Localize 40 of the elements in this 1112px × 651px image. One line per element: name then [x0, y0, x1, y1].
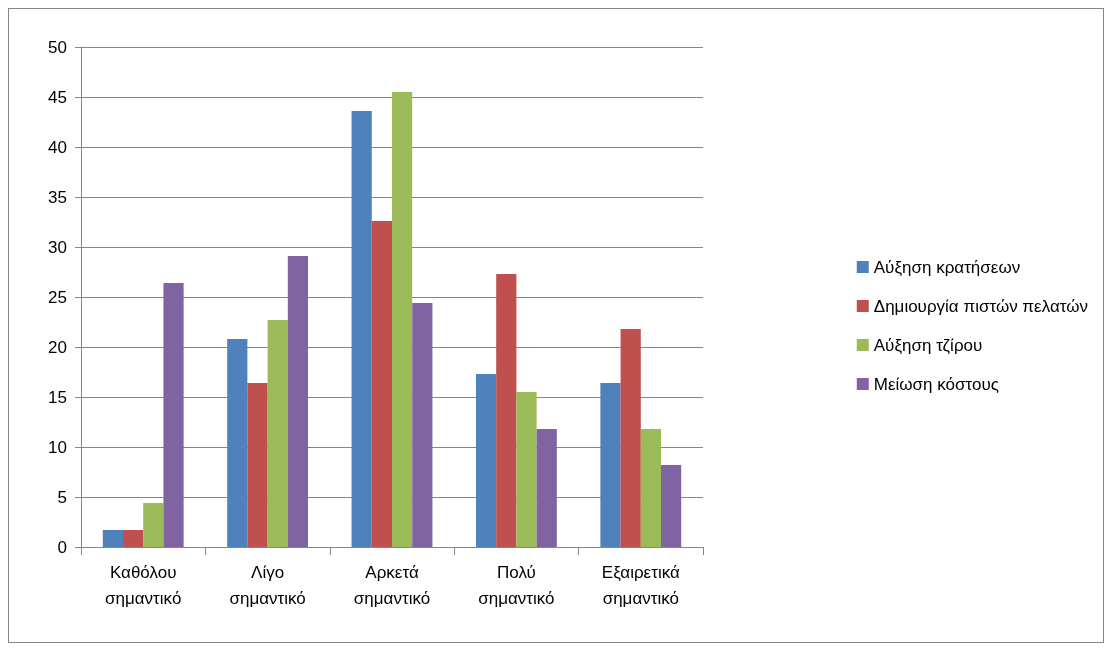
- bar: [516, 392, 537, 547]
- x-tick-label: Καθόλου σημαντικό: [105, 562, 182, 608]
- y-tick-label: 40: [48, 137, 67, 157]
- bar: [143, 503, 164, 547]
- x-tick-label: Εξαιρετικά σημαντικό: [601, 562, 680, 608]
- bar: [661, 465, 682, 547]
- bar: [287, 256, 309, 547]
- bar: [102, 530, 123, 547]
- bar: [267, 320, 288, 547]
- bar: [475, 374, 497, 547]
- bar: [536, 429, 557, 547]
- x-tick-label: Αρκετά σημαντικό: [353, 562, 431, 608]
- y-tick-label: 10: [48, 437, 67, 457]
- legend-label: Δημιουργία πιστών πελατών: [873, 296, 1089, 316]
- bar: [371, 221, 392, 547]
- y-tick-label: 20: [48, 337, 67, 357]
- y-tick-label: 30: [48, 237, 67, 257]
- bar: [600, 383, 621, 547]
- bar: [392, 92, 413, 547]
- y-tick-label: 15: [48, 387, 67, 407]
- y-tick-label: 25: [48, 287, 67, 307]
- y-tick-label: 0: [57, 537, 67, 557]
- legend-label: Αύξηση κρατήσεων: [873, 257, 1021, 277]
- bar: [163, 283, 184, 547]
- y-tick-label: 50: [48, 37, 67, 57]
- y-tick-label: 5: [57, 487, 67, 507]
- bar: [496, 274, 517, 547]
- bar: [247, 383, 268, 547]
- legend-label: Μείωση κόστους: [873, 374, 999, 394]
- bar: [227, 339, 248, 547]
- y-tick-label: 45: [48, 87, 67, 107]
- x-tick-label: Πολύ σημαντικό: [478, 562, 555, 608]
- bar: [351, 111, 372, 547]
- x-tick-label: Λίγο σημαντικό: [229, 562, 306, 608]
- bar: [122, 530, 144, 547]
- y-tick-label: 35: [48, 187, 67, 207]
- bar: [412, 303, 433, 547]
- bar: [620, 329, 641, 547]
- bar: [640, 429, 662, 547]
- legend-label: Αύξηση τζίρου: [873, 335, 983, 355]
